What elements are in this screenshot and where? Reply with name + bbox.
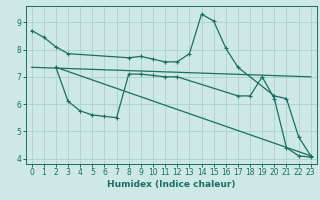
X-axis label: Humidex (Indice chaleur): Humidex (Indice chaleur) [107, 180, 236, 189]
